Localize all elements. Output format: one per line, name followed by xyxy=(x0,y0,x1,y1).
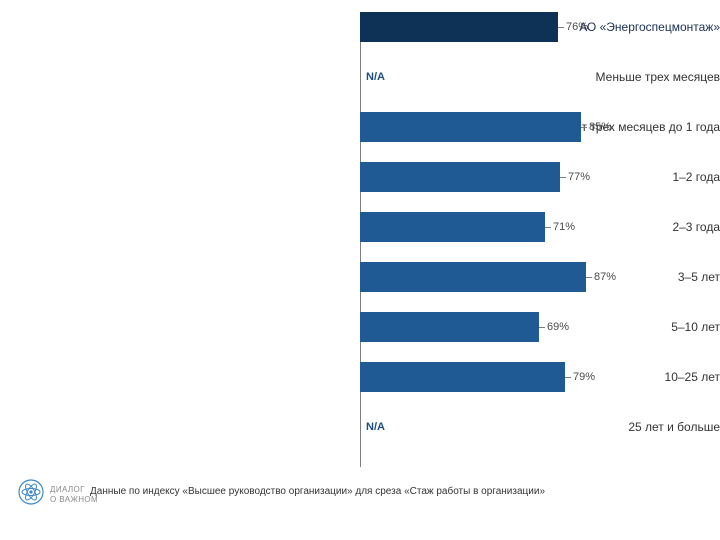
value-label: 71% xyxy=(553,221,575,233)
bar-chart: АО «Энергоспецмонтаж»76% Меньше трех меся… xyxy=(0,12,720,467)
chart-row: 25 лет и большеN/A xyxy=(0,412,720,442)
category-label: Меньше трех месяцев xyxy=(372,70,720,84)
chart-row: АО «Энергоспецмонтаж»76% xyxy=(0,12,720,42)
logo-text: ДИАЛОГ О ВАЖНОМ xyxy=(50,485,98,505)
bar-wrap: N/A xyxy=(360,62,385,92)
bar-wrap: 77% xyxy=(360,162,590,192)
bar-wrap: 69% xyxy=(360,312,569,342)
bar-wrap: 71% xyxy=(360,212,575,242)
bar-wrap: N/A xyxy=(360,412,385,442)
value-tick xyxy=(539,327,545,328)
chart-row: 2–3 года71% xyxy=(0,212,720,242)
bar-wrap: 76% xyxy=(360,12,588,42)
bar xyxy=(360,362,565,392)
page-root: АО «Энергоспецмонтаж»76% Меньше трех меся… xyxy=(0,0,720,540)
bar-wrap: 85% xyxy=(360,112,611,142)
value-tick xyxy=(565,377,571,378)
value-label: 87% xyxy=(594,271,616,283)
logo: ДИАЛОГ О ВАЖНОМ xyxy=(18,479,98,510)
logo-line2: О ВАЖНОМ xyxy=(50,495,98,505)
bar xyxy=(360,262,586,292)
category-label: 25 лет и больше xyxy=(372,420,720,434)
bar xyxy=(360,112,581,142)
bar xyxy=(360,312,539,342)
value-tick xyxy=(558,27,564,28)
chart-row: Меньше трех месяцевN/A xyxy=(0,62,720,92)
chart-row: 10–25 лет79% xyxy=(0,362,720,392)
value-label: 69% xyxy=(547,321,569,333)
value-label: 76% xyxy=(566,21,588,33)
logo-line1: ДИАЛОГ xyxy=(50,485,98,495)
na-label: N/A xyxy=(366,71,385,83)
value-tick xyxy=(586,277,592,278)
chart-row: От трех месяцев до 1 года85% xyxy=(0,112,720,142)
chart-row: 5–10 лет69% xyxy=(0,312,720,342)
footnote-text: Данные по индексу «Высшее руководство ор… xyxy=(90,485,670,498)
value-tick xyxy=(545,227,551,228)
chart-row: 1–2 года77% xyxy=(0,162,720,192)
value-tick xyxy=(581,127,587,128)
chart-row: 3–5 лет87% xyxy=(0,262,720,292)
value-label: 79% xyxy=(573,371,595,383)
bar-wrap: 87% xyxy=(360,262,616,292)
na-label: N/A xyxy=(366,421,385,433)
value-label: 77% xyxy=(568,171,590,183)
logo-icon xyxy=(18,479,44,510)
value-label: 85% xyxy=(589,121,611,133)
bar-wrap: 79% xyxy=(360,362,595,392)
bar xyxy=(360,12,558,42)
value-tick xyxy=(560,177,566,178)
footer: Данные по индексу «Высшее руководство ор… xyxy=(90,485,670,498)
bar xyxy=(360,212,545,242)
bar xyxy=(360,162,560,192)
